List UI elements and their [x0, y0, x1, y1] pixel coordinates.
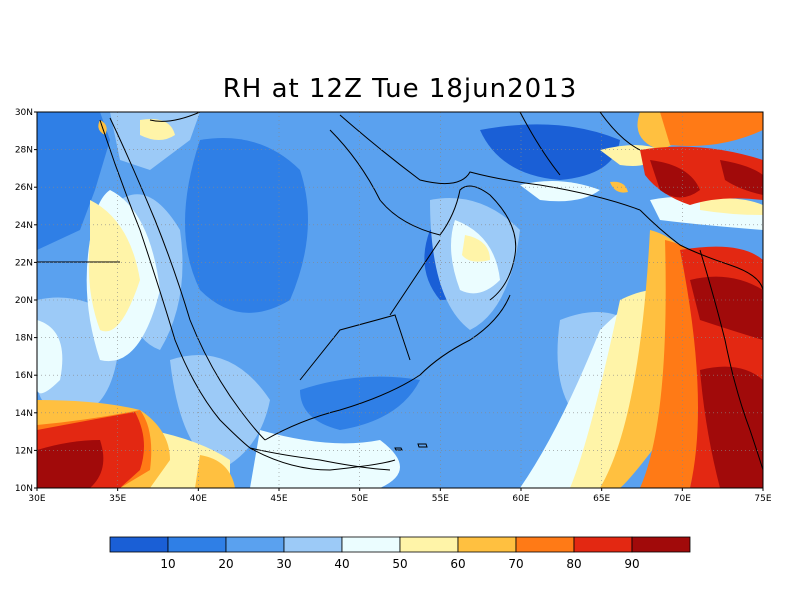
colorbar-swatch	[167, 536, 227, 553]
lon-label: 60E	[512, 494, 529, 504]
colorbar-label: 80	[566, 557, 581, 571]
colorbar-swatch	[457, 536, 517, 553]
lon-label: 30E	[28, 494, 45, 504]
colorbar-label: 10	[160, 557, 175, 571]
lat-label: 22N	[15, 258, 33, 268]
colorbar-label: 90	[624, 557, 639, 571]
colorbar-label: 40	[334, 557, 349, 571]
lon-label: 55E	[432, 494, 449, 504]
colorbar-label: 60	[450, 557, 465, 571]
lat-label: 28N	[15, 146, 33, 156]
lon-label: 50E	[351, 494, 368, 504]
lon-label: 65E	[593, 494, 610, 504]
colorbar-label: 50	[392, 557, 407, 571]
colorbar-swatch	[225, 536, 285, 553]
colorbar-swatch	[283, 536, 343, 553]
coastlines	[37, 112, 763, 471]
map-title: RH at 12Z Tue 18jun2013	[222, 74, 578, 104]
lon-label: 70E	[674, 494, 691, 504]
lon-label: 40E	[190, 494, 207, 504]
lat-label: 10N	[15, 484, 33, 494]
lat-label: 26N	[15, 183, 33, 193]
lat-label: 14N	[15, 409, 33, 419]
colorbar-label: 30	[276, 557, 291, 571]
colorbar-label: 20	[218, 557, 233, 571]
lat-label: 24N	[15, 221, 33, 231]
lat-lon-grid	[37, 112, 763, 488]
colorbar-swatch	[399, 536, 459, 553]
colorbar-swatch	[631, 536, 691, 553]
colorbar-swatch	[109, 536, 169, 553]
colorbar: 10 20 30 40 50 60 70 80 90	[109, 536, 691, 571]
colorbar-swatch	[341, 536, 401, 553]
longitude-axis: 30E 35E 40E 45E 50E 55E 60E 65E 70E 75E	[28, 488, 772, 504]
lat-label: 16N	[15, 371, 33, 381]
lat-label: 20N	[15, 296, 33, 306]
latitude-axis: 30N 28N 26N 24N 22N 20N 18N 16N 14N 12N 10N	[15, 108, 37, 494]
colorbar-label: 70	[508, 557, 523, 571]
lat-label: 30N	[15, 108, 33, 118]
lat-label: 12N	[15, 446, 33, 456]
colorbar-swatch	[515, 536, 575, 553]
colorbar-swatch	[573, 536, 633, 553]
lon-label: 75E	[754, 494, 771, 504]
lat-label: 18N	[15, 334, 33, 344]
lon-label: 35E	[109, 494, 126, 504]
lon-label: 45E	[270, 494, 287, 504]
